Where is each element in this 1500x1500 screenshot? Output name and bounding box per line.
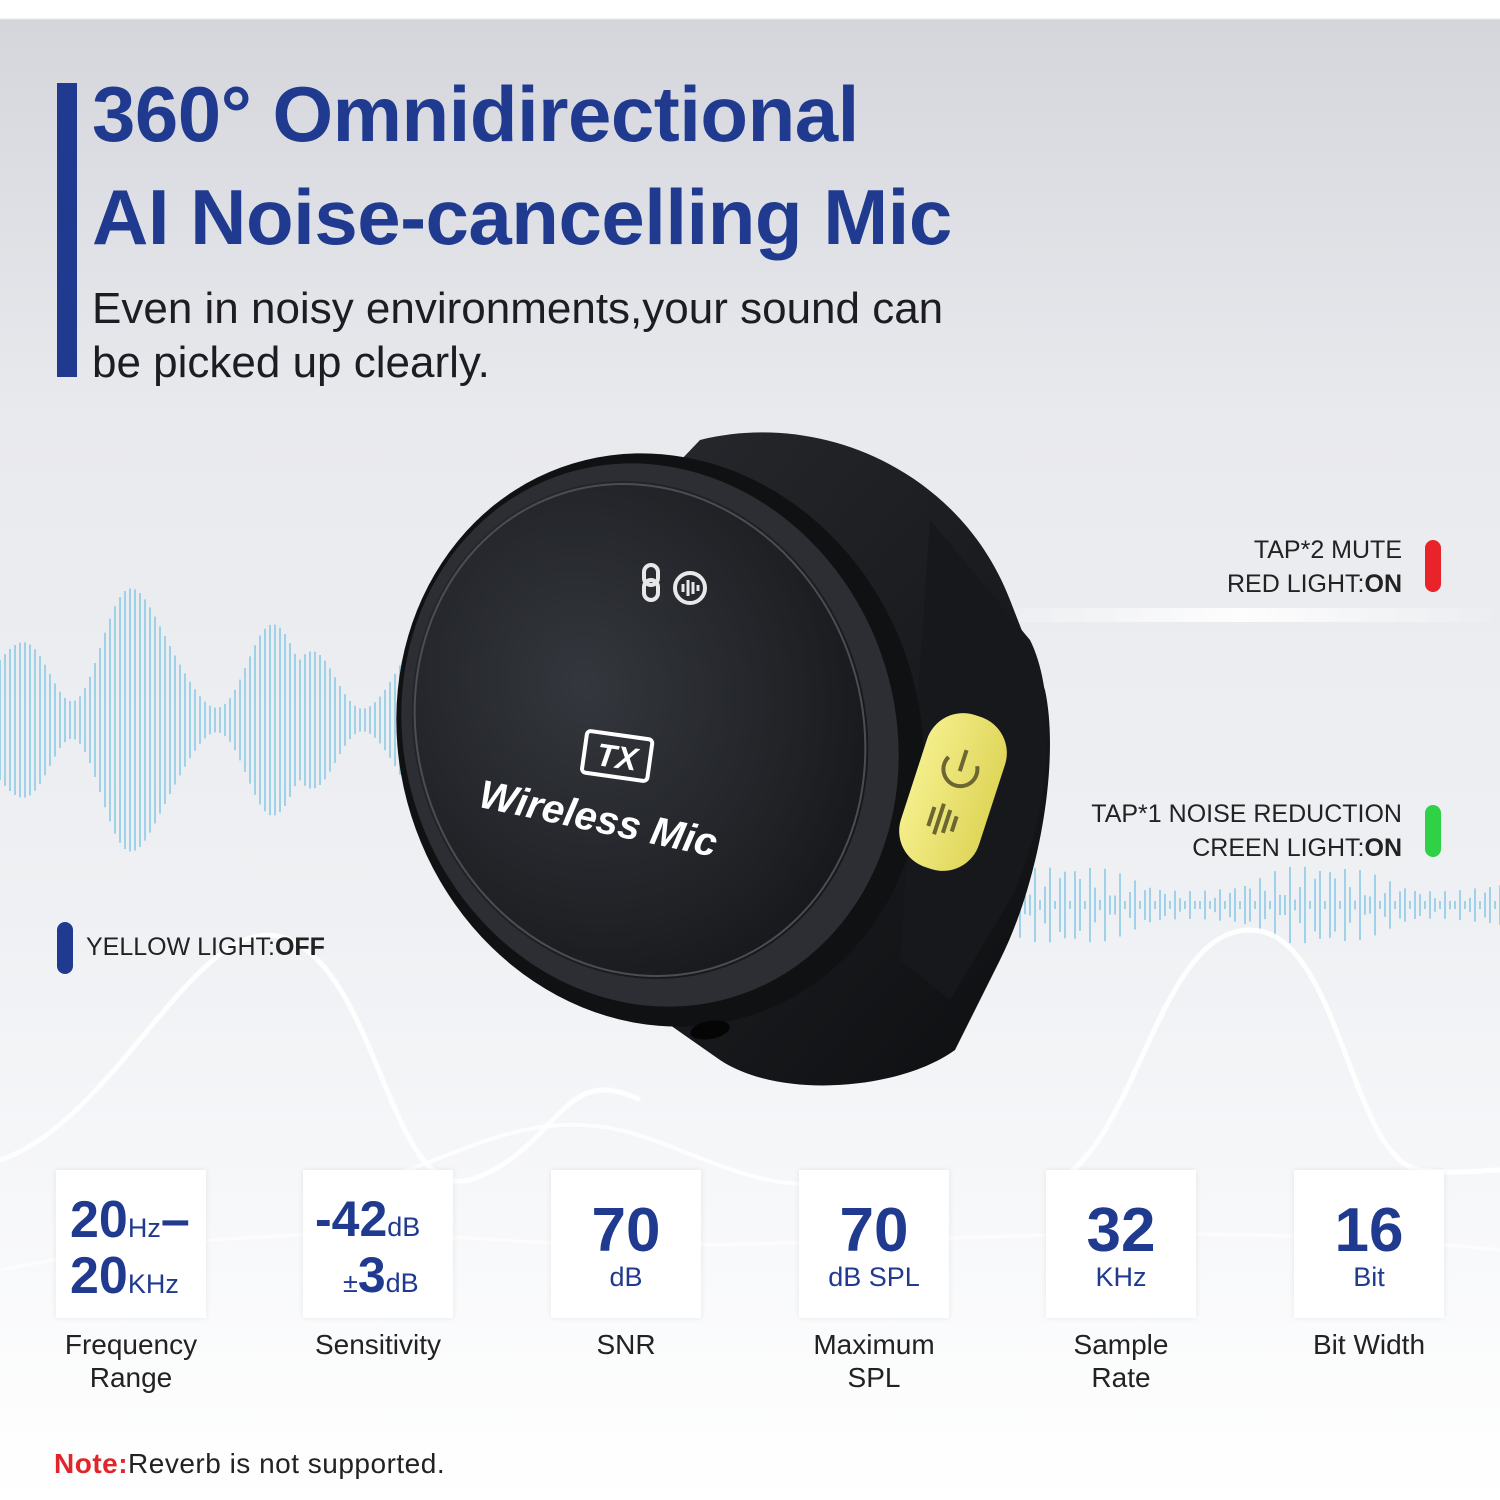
title-accent-bar <box>57 83 77 377</box>
bit-width-unit: Bit <box>1353 1262 1385 1292</box>
note-prefix: Note: <box>54 1448 129 1479</box>
freq-max: 20KHz <box>70 1247 179 1305</box>
spec-label: Sample Rate <box>1073 1329 1169 1393</box>
green-light-label: CREEN LIGHT: <box>1192 834 1365 862</box>
spec-sample-rate: 32 KHz Sample Rate <box>1046 1170 1196 1394</box>
spec-bit-width: 16 Bit Bit Width <box>1294 1170 1444 1361</box>
max-spl-unit: dB SPL <box>828 1262 920 1292</box>
spec-max-spl: 70 dB SPL Maximum SPL <box>799 1170 949 1394</box>
spec-card: 20Hz– 20KHz <box>56 1170 206 1318</box>
yellow-light-state: OFF <box>274 933 325 961</box>
spec-card: 16 Bit <box>1294 1170 1444 1318</box>
sensitivity-value: -42dB <box>315 1191 421 1247</box>
spec-label: Frequency Range <box>64 1329 198 1393</box>
sensitivity-tolerance: ±3dB <box>343 1247 419 1303</box>
light-streak <box>980 608 1500 622</box>
sample-rate-unit: KHz <box>1095 1262 1147 1292</box>
link-icon <box>642 563 660 602</box>
green-light-state: ON <box>1364 834 1403 862</box>
yellow-light-label: YELLOW LIGHT: <box>86 933 275 961</box>
green-led-indicator <box>1425 805 1441 857</box>
spec-card: -42dB ±3dB <box>303 1170 453 1318</box>
spec-card: 32 KHz <box>1046 1170 1196 1318</box>
spec-label: Sensitivity <box>314 1329 442 1360</box>
spec-sensitivity: -42dB ±3dB Sensitivity <box>303 1170 453 1361</box>
tx-badge: TX <box>594 736 641 778</box>
spec-label: Bit Width <box>1312 1329 1426 1360</box>
noise-reduction-callout: TAP*1 NOISE REDUCTION CREEN LIGHT:ON <box>1091 797 1402 865</box>
power-icon <box>926 749 980 835</box>
noise-icon <box>673 571 707 605</box>
bit-width-value: 16 <box>1334 1196 1404 1265</box>
note-text: Reverb is not supported. <box>128 1448 446 1479</box>
title-line-1: 360° Omnidirectional <box>92 70 859 158</box>
yellow-led-marker <box>57 922 73 974</box>
red-led-indicator <box>1425 540 1441 592</box>
spec-frequency-range: 20Hz– 20KHz Frequency Range <box>56 1170 206 1394</box>
spec-snr: 70 dB SNR <box>551 1170 701 1361</box>
mute-light-state: ON <box>1364 570 1403 598</box>
spec-label: SNR <box>596 1329 656 1360</box>
mute-indicator-callout: TAP*2 MUTE RED LIGHT:ON <box>1227 533 1402 601</box>
white-curve-center <box>379 1122 861 1187</box>
subtitle: Even in noisy environments,your sound ca… <box>92 282 1092 390</box>
spec-card: 70 dB SPL <box>799 1170 949 1318</box>
yellow-light-status: YELLOW LIGHT:OFF <box>86 930 325 964</box>
footnote: Note:Reverb is not supported. <box>54 1446 445 1482</box>
freq-min: 20Hz– <box>70 1191 190 1249</box>
mute-instruction: TAP*2 MUTE <box>1253 536 1402 564</box>
noise-reduction-instruction: TAP*1 NOISE REDUCTION <box>1091 800 1402 828</box>
subtitle-line-2: be picked up clearly. <box>92 338 490 387</box>
green-light-status: CREEN LIGHT:ON <box>1091 831 1402 865</box>
mute-light-label: RED LIGHT: <box>1226 570 1365 598</box>
spec-label: Maximum SPL <box>813 1329 935 1393</box>
mute-light-status: RED LIGHT:ON <box>1227 567 1402 601</box>
snr-unit: dB <box>609 1262 643 1292</box>
sample-rate-value: 32 <box>1086 1196 1156 1265</box>
snr-value: 70 <box>591 1196 661 1265</box>
max-spl-value: 70 <box>839 1196 909 1265</box>
spec-card: 70 dB <box>551 1170 701 1318</box>
title-line-2: AI Noise-cancelling Mic <box>92 173 952 261</box>
subtitle-line-1: Even in noisy environments,your sound ca… <box>92 284 944 333</box>
